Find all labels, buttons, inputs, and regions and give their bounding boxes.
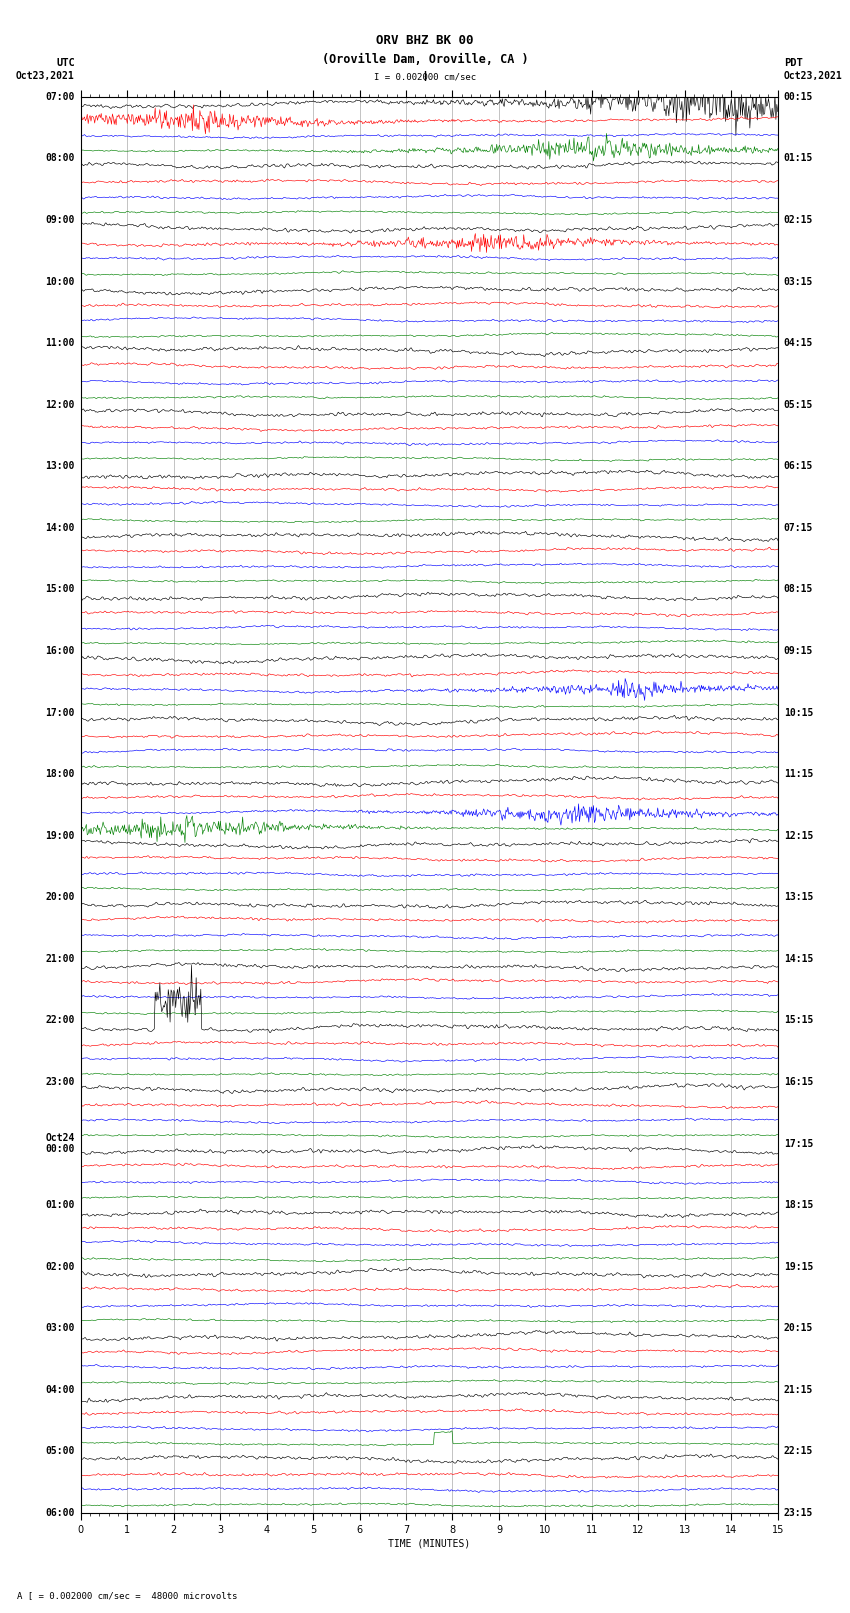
- Text: 04:15: 04:15: [784, 339, 813, 348]
- Text: 11:00: 11:00: [45, 339, 75, 348]
- Text: 13:15: 13:15: [784, 892, 813, 902]
- Text: 12:15: 12:15: [784, 831, 813, 840]
- Text: 14:00: 14:00: [45, 523, 75, 532]
- Text: 16:00: 16:00: [45, 645, 75, 656]
- Text: 00:15: 00:15: [784, 92, 813, 102]
- Text: A [ = 0.002000 cm/sec =  48000 microvolts: A [ = 0.002000 cm/sec = 48000 microvolts: [17, 1590, 237, 1600]
- Text: (Oroville Dam, Oroville, CA ): (Oroville Dam, Oroville, CA ): [321, 53, 529, 66]
- Text: 02:15: 02:15: [784, 215, 813, 224]
- Text: 03:00: 03:00: [45, 1323, 75, 1334]
- Text: ORV BHZ BK 00: ORV BHZ BK 00: [377, 34, 473, 47]
- Text: 10:15: 10:15: [784, 708, 813, 718]
- Text: 06:00: 06:00: [45, 1508, 75, 1518]
- Text: 20:00: 20:00: [45, 892, 75, 902]
- Text: 01:00: 01:00: [45, 1200, 75, 1210]
- Text: 07:00: 07:00: [45, 92, 75, 102]
- Text: 19:00: 19:00: [45, 831, 75, 840]
- Text: 21:15: 21:15: [784, 1386, 813, 1395]
- Text: 04:00: 04:00: [45, 1386, 75, 1395]
- Text: 13:00: 13:00: [45, 461, 75, 471]
- Text: 08:15: 08:15: [784, 584, 813, 594]
- Text: 14:15: 14:15: [784, 953, 813, 965]
- Text: PDT: PDT: [784, 58, 802, 68]
- Text: 17:00: 17:00: [45, 708, 75, 718]
- Text: UTC: UTC: [56, 58, 75, 68]
- Text: 21:00: 21:00: [45, 953, 75, 965]
- Text: 15:15: 15:15: [784, 1016, 813, 1026]
- Text: Oct23,2021: Oct23,2021: [784, 71, 842, 81]
- Text: 07:15: 07:15: [784, 523, 813, 532]
- Text: 23:15: 23:15: [784, 1508, 813, 1518]
- Text: 17:15: 17:15: [784, 1139, 813, 1148]
- Text: 23:00: 23:00: [45, 1077, 75, 1087]
- Text: 18:15: 18:15: [784, 1200, 813, 1210]
- Text: 01:15: 01:15: [784, 153, 813, 163]
- Text: 22:00: 22:00: [45, 1016, 75, 1026]
- Text: 10:00: 10:00: [45, 276, 75, 287]
- Text: 08:00: 08:00: [45, 153, 75, 163]
- Text: Oct23,2021: Oct23,2021: [16, 71, 75, 81]
- Text: 18:00: 18:00: [45, 769, 75, 779]
- Text: 20:15: 20:15: [784, 1323, 813, 1334]
- Text: 19:15: 19:15: [784, 1261, 813, 1271]
- Text: 16:15: 16:15: [784, 1077, 813, 1087]
- Text: 05:15: 05:15: [784, 400, 813, 410]
- Text: 09:00: 09:00: [45, 215, 75, 224]
- Text: 05:00: 05:00: [45, 1447, 75, 1457]
- Text: 12:00: 12:00: [45, 400, 75, 410]
- X-axis label: TIME (MINUTES): TIME (MINUTES): [388, 1539, 470, 1548]
- Text: Oct24
00:00: Oct24 00:00: [45, 1134, 75, 1153]
- Text: 06:15: 06:15: [784, 461, 813, 471]
- Text: 02:00: 02:00: [45, 1261, 75, 1271]
- Text: 11:15: 11:15: [784, 769, 813, 779]
- Text: I = 0.002000 cm/sec: I = 0.002000 cm/sec: [374, 73, 476, 82]
- Text: 22:15: 22:15: [784, 1447, 813, 1457]
- Text: 15:00: 15:00: [45, 584, 75, 594]
- Text: 09:15: 09:15: [784, 645, 813, 656]
- Text: 03:15: 03:15: [784, 276, 813, 287]
